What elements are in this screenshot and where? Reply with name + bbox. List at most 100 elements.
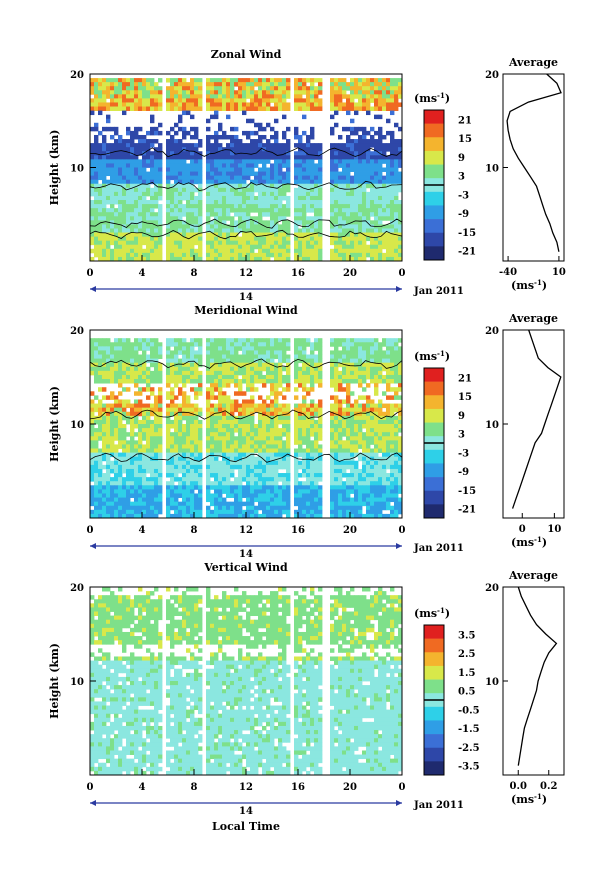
vertical-avg-xtick-label: 0.2 bbox=[540, 781, 557, 792]
vertical-avg-xtick-label: 0.0 bbox=[510, 781, 527, 792]
meridional-contour-line bbox=[89, 452, 403, 463]
vertical-avg-frame bbox=[502, 586, 565, 776]
meridional-field bbox=[89, 338, 403, 519]
zonal-avg-xtick-label: 10 bbox=[552, 267, 566, 278]
vertical-colorbar-label: 1.5 bbox=[458, 668, 475, 679]
zonal-colorbar-swatch bbox=[424, 232, 444, 247]
meridional-colorbar-swatch bbox=[424, 368, 444, 382]
zonal-ytick-label: 10 bbox=[70, 164, 84, 175]
meridional-avg-units: (ms-1) bbox=[511, 535, 547, 549]
meridional-colorbar-label: -9 bbox=[458, 467, 469, 478]
zonal-avg-ytick-label: 20 bbox=[485, 70, 499, 81]
meridional-xtick-label: 4 bbox=[139, 525, 146, 536]
meridional-date-arrow-right bbox=[396, 543, 402, 549]
meridional-avg-ytick-label: 10 bbox=[485, 420, 499, 431]
zonal-colorbar-label: -9 bbox=[458, 209, 469, 220]
meridional-date-arrow-left bbox=[90, 543, 96, 549]
zonal-colorbar-swatch bbox=[424, 205, 444, 220]
meridional-contour-line bbox=[89, 358, 403, 369]
meridional-colorbar-swatch bbox=[424, 381, 444, 396]
vertical-colorbar-label: 3.5 bbox=[458, 630, 475, 641]
zonal-xtick-label: 20 bbox=[343, 268, 357, 279]
zonal-colorbar-swatch bbox=[424, 123, 444, 138]
zonal-avg-line bbox=[506, 73, 562, 252]
meridional-xtick-label: 0 bbox=[399, 525, 406, 536]
zonal-avg-title: Average bbox=[508, 56, 558, 69]
zonal-avg-frame bbox=[502, 73, 565, 262]
vertical-month-label: Jan 2011 bbox=[413, 800, 464, 811]
meridional-xtick-label: 20 bbox=[343, 525, 357, 536]
meridional-colorbar-label: 15 bbox=[458, 392, 472, 403]
vertical-xtick-label: 0 bbox=[87, 782, 94, 793]
vertical-colorbar-label: -1.5 bbox=[458, 724, 480, 735]
zonal-colorbar-label: 15 bbox=[458, 134, 472, 145]
vertical-day-label: 14 bbox=[239, 806, 253, 817]
zonal-avg-units: (ms-1) bbox=[511, 278, 547, 292]
meridional-avg-line bbox=[511, 329, 562, 509]
zonal-avg-ytick-label: 10 bbox=[485, 164, 499, 175]
meridional-xtick-label: 8 bbox=[191, 525, 198, 536]
vertical-xtick-label: 20 bbox=[343, 782, 357, 793]
zonal-units: (ms-1) bbox=[414, 91, 450, 105]
zonal-contour-line bbox=[90, 147, 403, 158]
meridional-title: Meridional Wind bbox=[194, 304, 298, 317]
vertical-colorbar-swatch bbox=[424, 638, 444, 653]
vertical-date-arrow-right bbox=[396, 800, 402, 806]
meridional-colorbar-label: -15 bbox=[458, 486, 476, 497]
vertical-colorbar-swatch bbox=[424, 747, 444, 762]
meridional-colorbar-swatch bbox=[424, 408, 444, 423]
zonal-date-arrow-right bbox=[396, 286, 402, 292]
meridional-panel: Meridional Wind 20 10 Height (km) 0 4 8 12 16 20 0… bbox=[48, 304, 565, 560]
vertical-colorbar-swatch bbox=[424, 720, 444, 735]
vertical-xtick-label: 16 bbox=[291, 782, 305, 793]
vertical-xtick-label: 12 bbox=[239, 782, 253, 793]
zonal-colorbar-label: 21 bbox=[458, 115, 472, 126]
vertical-colorbar-label: -3.5 bbox=[458, 762, 480, 773]
zonal-colorbar-swatch bbox=[424, 150, 444, 165]
zonal-xtick-label: 0 bbox=[399, 268, 406, 279]
vertical-xtick-label: 8 bbox=[191, 782, 198, 793]
vertical-colorbar-swatch bbox=[424, 761, 444, 776]
meridional-day-label: 14 bbox=[239, 549, 253, 560]
meridional-contour-line bbox=[89, 409, 403, 420]
zonal-colorbar-swatch bbox=[424, 246, 444, 261]
zonal-field bbox=[89, 78, 403, 262]
vertical-avg-line bbox=[517, 586, 558, 766]
zonal-avg-xtick-label: -40 bbox=[499, 267, 517, 278]
vertical-field bbox=[90, 587, 403, 776]
zonal-contour-line bbox=[89, 229, 403, 240]
zonal-xtick-label: 12 bbox=[239, 268, 253, 279]
vertical-colorbar-label: 2.5 bbox=[458, 649, 475, 660]
vertical-units: (ms-1) bbox=[414, 606, 450, 620]
vertical-colorbar-swatch bbox=[424, 652, 444, 667]
vertical-xtick-label: 0 bbox=[399, 782, 406, 793]
meridional-avg-xtick-label: 0 bbox=[519, 524, 526, 535]
vertical-xtick-label: 4 bbox=[139, 782, 146, 793]
vertical-ytick-label: 20 bbox=[70, 583, 84, 594]
zonal-panel: Zonal Wind 20 10 Height (km) 0 4 8 12 16 20 0 14 Jan… bbox=[48, 48, 566, 303]
meridional-colorbar-swatch bbox=[424, 490, 444, 505]
meridional-xtick-label: 12 bbox=[239, 525, 253, 536]
vertical-avg-ytick-label: 20 bbox=[485, 583, 499, 594]
meridional-avg-frame bbox=[502, 329, 565, 519]
meridional-colorbar-label: 21 bbox=[458, 373, 472, 384]
meridional-colorbar-swatch bbox=[424, 422, 444, 437]
vertical-avg-ytick-label: 10 bbox=[485, 677, 499, 688]
meridional-colorbar-label: -3 bbox=[458, 448, 469, 459]
zonal-colorbar-label: 9 bbox=[458, 153, 465, 164]
vertical-colorbar-swatch bbox=[424, 625, 444, 639]
zonal-colorbar-swatch bbox=[424, 164, 444, 179]
zonal-ylabel: Height (km) bbox=[48, 130, 61, 206]
zonal-xtick-label: 0 bbox=[87, 268, 94, 279]
meridional-avg-ytick-label: 20 bbox=[485, 326, 499, 337]
meridional-xtick-label: 16 bbox=[291, 525, 305, 536]
meridional-colorbar-label: 9 bbox=[458, 411, 465, 422]
meridional-month-label: Jan 2011 bbox=[413, 543, 464, 554]
zonal-colorbar-swatch bbox=[424, 137, 444, 152]
meridional-avg-xtick-label: 10 bbox=[547, 524, 561, 535]
zonal-colorbar-swatch bbox=[424, 110, 444, 124]
vertical-colorbar-swatch bbox=[424, 679, 444, 694]
meridional-ytick-label: 20 bbox=[70, 326, 84, 337]
zonal-contour-line bbox=[89, 218, 403, 229]
